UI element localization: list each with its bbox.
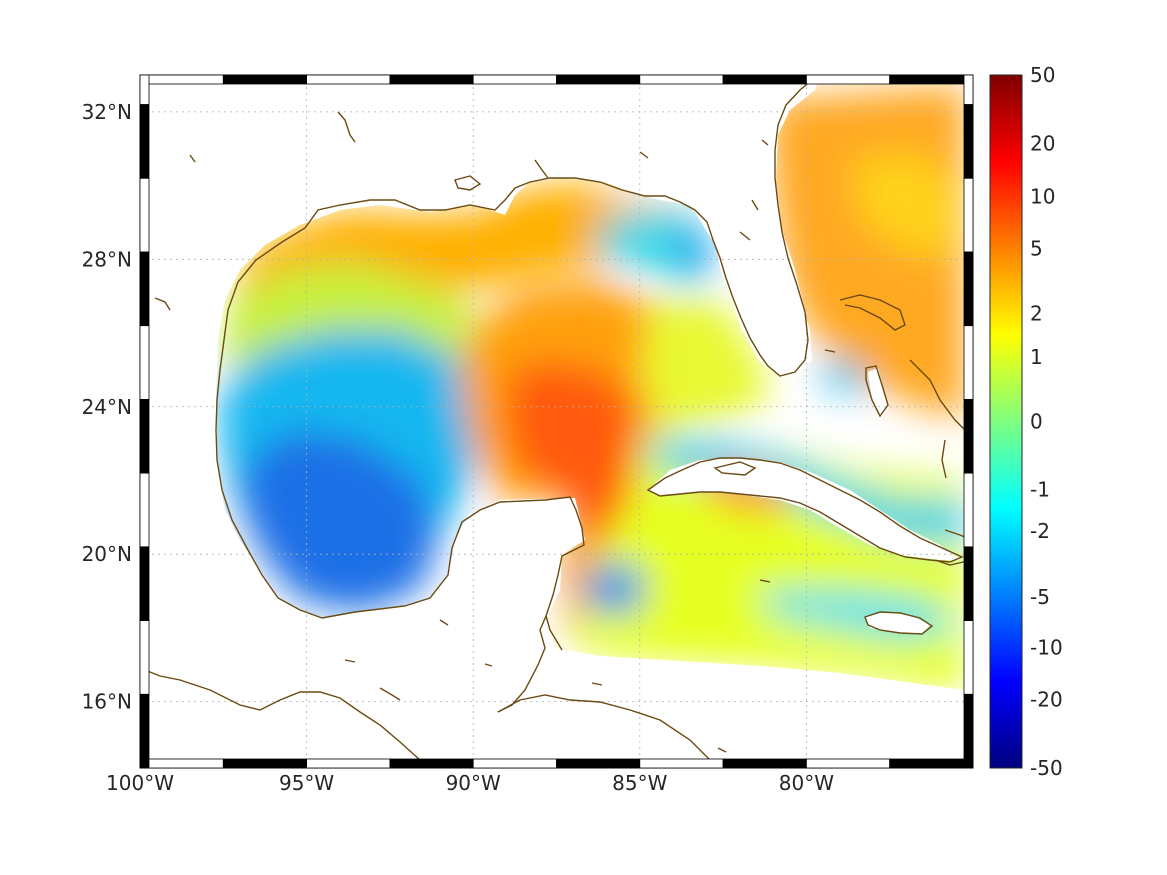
field-loop-current (505, 360, 645, 580)
field-cayman-eddy (585, 560, 645, 615)
lat-tick-label: 24°N (82, 395, 132, 419)
frame-segment-right (963, 74, 974, 105)
frame-segment-bottom (889, 758, 974, 769)
colorbar-tick-label: 20 (1030, 132, 1055, 156)
frame-segment-top (222, 74, 308, 85)
frame-segment-left (139, 472, 150, 548)
lon-tick-label: 85°W (612, 771, 667, 795)
field-eastern-shelf-blue (670, 230, 712, 275)
field-eastern-shelf (590, 210, 715, 290)
lat-tick-label: 32°N (82, 100, 132, 124)
frame-segment-right (963, 398, 974, 474)
frame-segment-bottom (556, 758, 641, 769)
land-mask (140, 75, 965, 768)
data-field (220, 85, 965, 690)
frame-segment-top (306, 74, 391, 85)
colorbar-tick-label: 1 (1030, 345, 1043, 369)
frame-segment-right (963, 251, 974, 327)
frame-segment-left (139, 251, 150, 327)
coastline (140, 75, 973, 768)
frame-segment-bottom (639, 758, 724, 769)
colorbar-tick-label: -1 (1030, 477, 1050, 501)
field-florida-straits (640, 300, 770, 430)
frame-segment-right (963, 177, 974, 253)
frame-segment-top (139, 74, 224, 85)
frame-segment-left (139, 398, 150, 474)
frame-segment-top (389, 74, 474, 85)
frame-segment-right (963, 472, 974, 548)
frame-segment-left (139, 74, 150, 105)
lat-tick-label: 28°N (82, 247, 132, 271)
colorbar (989, 74, 1023, 769)
frame-segment-bottom (139, 758, 224, 769)
frame-segment-bottom (472, 758, 557, 769)
frame-segment-left (139, 546, 150, 621)
frame-segment-top (889, 74, 974, 85)
frame-segment-left (139, 104, 150, 179)
lat-tick-label: 20°N (82, 542, 132, 566)
colorbar-outline (989, 74, 1023, 769)
lon-tick-label: 100°W (106, 771, 174, 795)
frame-segment-left (139, 620, 150, 695)
frame-segment-top (722, 74, 807, 85)
frame-segment-left (139, 325, 150, 400)
frame-segment-bottom (722, 758, 807, 769)
frame-segment-right (963, 104, 974, 179)
colorbar-tick-label: 50 (1030, 63, 1055, 87)
frame-segment-left (139, 177, 150, 253)
frame-segment-left (139, 693, 150, 769)
longitude-labels: 100°W 95°W 90°W 85°W 80°W (106, 771, 834, 795)
frame-segment-right (963, 693, 974, 769)
colorbar-tick-label: 5 (1030, 236, 1043, 260)
colorbar-tick-label: -5 (1030, 585, 1050, 609)
frame-segment-bottom (306, 758, 391, 769)
frame-segment-top (806, 74, 891, 85)
lon-tick-label: 80°W (779, 771, 834, 795)
lat-tick-label: 16°N (82, 690, 132, 714)
frame-segment-bottom (222, 758, 308, 769)
field-bahamas-cyan (820, 360, 870, 395)
colorbar-tick-label: -2 (1030, 519, 1050, 543)
frame-segment-right (963, 325, 974, 400)
colorbar-tick-label: 0 (1030, 410, 1043, 434)
colorbar-tick-label: 10 (1030, 184, 1055, 208)
frame-segment-right (963, 620, 974, 695)
map-frame (139, 74, 974, 769)
field-atlantic-yellow (850, 150, 960, 260)
frame-segment-top (472, 74, 557, 85)
frame-segment-bottom (389, 758, 474, 769)
field-northwest-shelf (232, 182, 700, 330)
field-southwestern-gulf (240, 430, 440, 612)
colorbar-tick-label: 2 (1030, 301, 1043, 325)
latitude-labels: 32°N 28°N 24°N 20°N 16°N (82, 100, 132, 714)
lon-tick-label: 95°W (279, 771, 334, 795)
colorbar-tick-label: -50 (1030, 756, 1063, 780)
colorbar-tick-label: -20 (1030, 687, 1063, 711)
colorbar-tick-label: -10 (1030, 635, 1063, 659)
frame-segment-bottom (806, 758, 891, 769)
frame-segment-top (639, 74, 724, 85)
colorbar-ramp (990, 75, 1022, 768)
frame-segment-top (556, 74, 641, 85)
lon-tick-label: 90°W (446, 771, 501, 795)
frame-segment-right (963, 546, 974, 621)
